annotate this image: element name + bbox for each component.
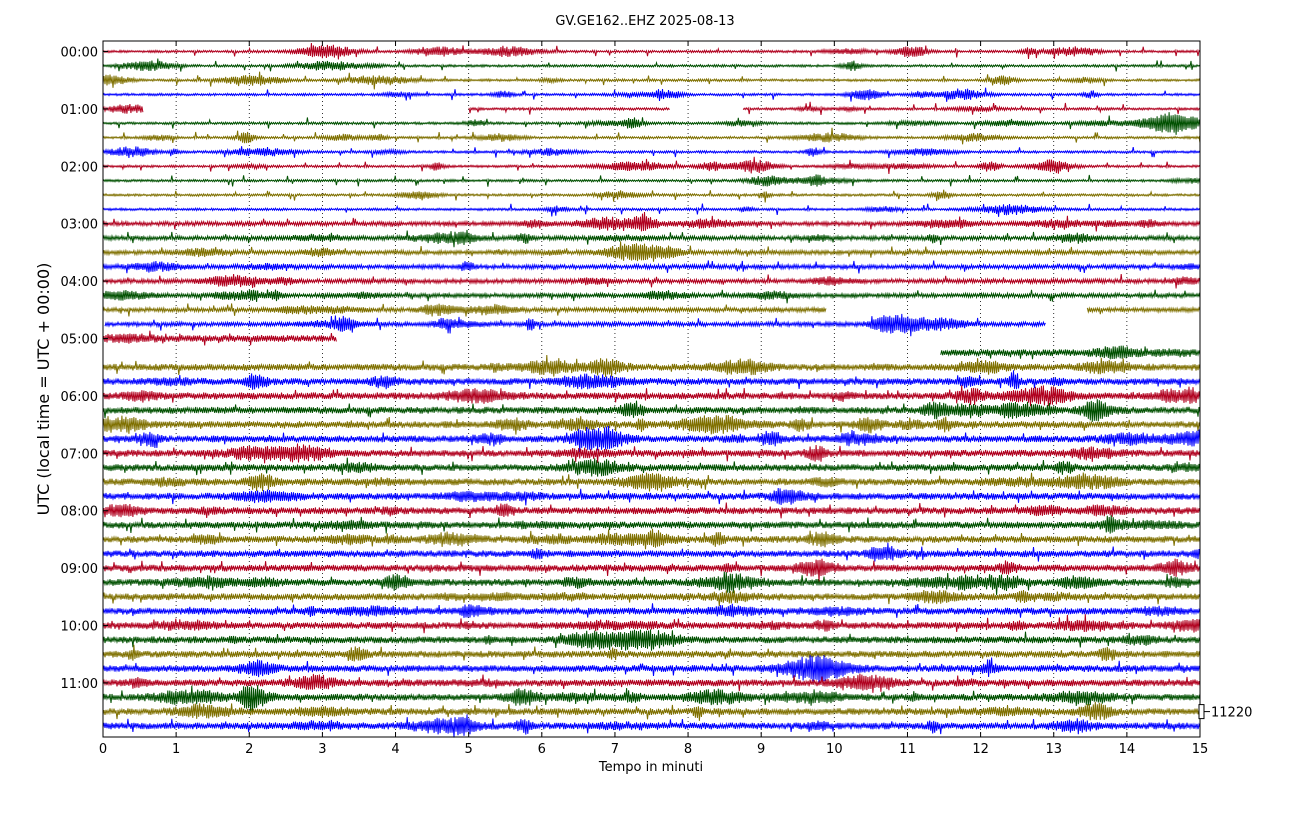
- trace-line: [102, 274, 1201, 289]
- trace-line: [102, 87, 1201, 102]
- x-axis-label: Tempo in minuti: [598, 760, 703, 775]
- trace-line: [102, 487, 1201, 506]
- trace-line: [102, 370, 1201, 390]
- trace-line: [102, 629, 1201, 651]
- x-tick-label: 1: [172, 742, 180, 757]
- x-tick-label: 14: [1119, 742, 1136, 757]
- y-tick-label: 06:00: [61, 390, 98, 405]
- x-tick-label: 10: [826, 742, 843, 757]
- trace-line: [102, 174, 1201, 187]
- x-tick-label: 3: [318, 742, 326, 757]
- trace-line: [102, 42, 1201, 60]
- trace-line: [102, 614, 1201, 634]
- trace-line: [102, 127, 1201, 145]
- trace-line: [102, 303, 1201, 317]
- trace-line: [940, 345, 1201, 360]
- y-tick-label: 11:00: [61, 677, 98, 692]
- trace-line: [102, 146, 1201, 159]
- x-tick-label: 12: [972, 742, 989, 757]
- trace-line: [102, 589, 1201, 607]
- grid-lines: [175, 41, 1128, 737]
- trace-line: [102, 502, 1201, 519]
- y-tick-label: 10:00: [61, 620, 98, 635]
- trace-line: [102, 472, 1201, 492]
- y-tick-label: 02:00: [61, 160, 98, 175]
- trace-line: [102, 714, 1201, 738]
- scale-label: 11220: [1211, 706, 1252, 721]
- x-tick-label: 9: [757, 742, 765, 757]
- trace-line: [102, 354, 1201, 378]
- x-tick-label: 13: [1045, 742, 1062, 757]
- trace-line: [102, 211, 1201, 232]
- y-tick-label: 03:00: [61, 218, 98, 233]
- y-tick-label: 05:00: [61, 333, 98, 348]
- trace-line: [102, 673, 1201, 693]
- trace-line: [102, 399, 1201, 422]
- trace-line: [102, 644, 1201, 662]
- x-tick-label: 7: [611, 742, 619, 757]
- trace-line: [102, 558, 1201, 582]
- trace-line: [102, 528, 1201, 550]
- x-tick-label: 15: [1192, 742, 1209, 757]
- scale-bar: [1198, 704, 1205, 720]
- x-tick-label: 11: [899, 742, 916, 757]
- x-tick-label: 0: [99, 742, 107, 757]
- plot-frame: [102, 40, 1201, 738]
- trace-line: [102, 685, 1201, 714]
- trace-line: [102, 701, 1201, 721]
- x-tick-label: 6: [538, 742, 546, 757]
- trace-line: [102, 189, 1201, 203]
- y-tick-label: 00:00: [61, 46, 98, 61]
- y-axis-ticks: 00:00 01:00 02:00 03:00 04:00 05:00 06:00 07:00…: [61, 46, 108, 692]
- chart-title: GV.GE162..EHZ 2025-08-13: [555, 14, 734, 29]
- trace-line: [102, 203, 1201, 217]
- trace-line: [102, 260, 1201, 274]
- amplitude-scale: 11220: [1198, 704, 1252, 721]
- trace-line: [102, 156, 1201, 175]
- y-axis-label: UTC (local time = UTC + 00:00): [34, 263, 53, 516]
- trace-line: [102, 101, 1201, 115]
- trace-line: [102, 425, 1201, 453]
- y-tick-label: 07:00: [61, 447, 98, 462]
- trace-line: [102, 443, 1201, 464]
- x-axis-ticks: 0 1 2 3 4 5 6 7 8 9 10 11 12 13 14 15: [99, 41, 1208, 757]
- x-tick-label: 5: [465, 742, 473, 757]
- trace-line: [102, 515, 1201, 534]
- trace-line: [102, 457, 1201, 477]
- trace-line: [102, 542, 1201, 562]
- y-tick-label: 08:00: [61, 505, 98, 520]
- trace-line: [105, 314, 1200, 336]
- trace-line: [102, 289, 1201, 304]
- trace-line: [102, 229, 1201, 248]
- trace-line: [102, 112, 1201, 135]
- y-tick-label: 04:00: [61, 275, 98, 290]
- trace-line: [102, 655, 1201, 683]
- trace-line: [102, 241, 1201, 262]
- trace-line: [102, 71, 1201, 90]
- y-tick-label: 09:00: [61, 562, 98, 577]
- x-tick-label: 4: [391, 742, 399, 757]
- x-tick-label: 2: [245, 742, 253, 757]
- x-tick-label: 8: [684, 742, 692, 757]
- trace-line: [102, 58, 1201, 72]
- seismic-traces: [102, 42, 1201, 738]
- trace-line: [103, 331, 1200, 346]
- trace-line: [102, 603, 1201, 618]
- trace-line: [102, 385, 1201, 407]
- y-tick-label: 01:00: [61, 103, 98, 118]
- trace-line: [102, 414, 1201, 435]
- trace-line: [102, 571, 1201, 596]
